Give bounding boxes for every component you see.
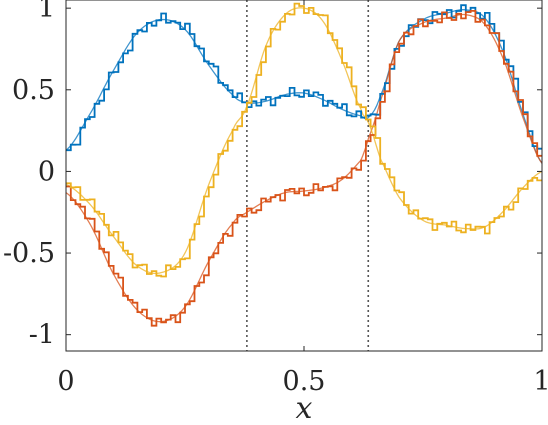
series-2-step-line xyxy=(66,10,542,327)
y-tick-label: -1 xyxy=(29,320,55,351)
plot-background xyxy=(66,0,542,351)
series-3-step-line xyxy=(66,2,542,278)
step-series-group xyxy=(66,2,542,327)
x-tick-label: 1 xyxy=(533,366,548,397)
x-axis: 0 0.5 1 xyxy=(57,0,548,397)
vertical-reference-lines xyxy=(246,0,370,351)
y-tick-label: -0.5 xyxy=(3,238,55,269)
x-axis-label: x xyxy=(296,391,313,425)
x-tick-label: 0.5 xyxy=(283,366,326,397)
x-tick-label: 0 xyxy=(57,366,74,397)
y-tick-label: 0.5 xyxy=(12,75,55,106)
y-tick-label: 0 xyxy=(38,156,55,187)
y-tick-label: 1 xyxy=(38,0,55,24)
series-1-step-line xyxy=(66,4,542,152)
y-axis: -1 -0.5 0 0.5 1 xyxy=(3,0,542,351)
